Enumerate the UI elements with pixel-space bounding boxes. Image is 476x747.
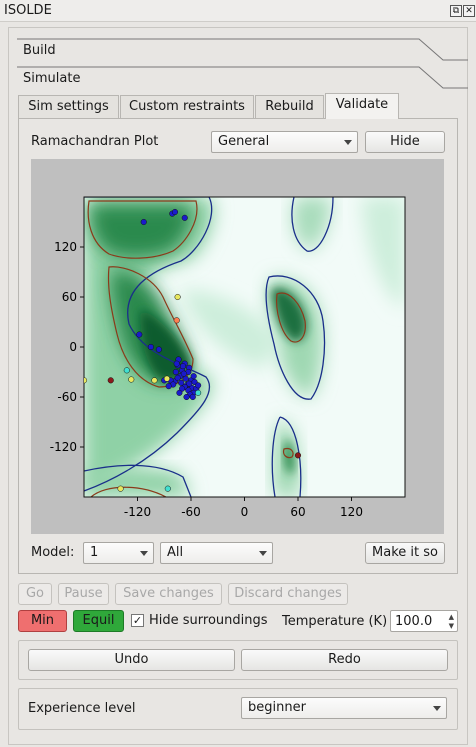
allowed-residue-point[interactable] [117, 485, 124, 492]
y-tick-label: -60 [57, 390, 77, 404]
hide-surroundings-label: Hide surroundings [149, 613, 268, 628]
favored-residue-point[interactable] [178, 379, 185, 386]
spin-down-icon[interactable]: ▼ [448, 622, 454, 630]
favored-residue-point[interactable] [176, 389, 183, 396]
ramachandran-svg[interactable]: -120 -60 0 60 120 120 60 0 -60 -120 [31, 159, 444, 534]
favored-residue-point[interactable] [147, 343, 154, 351]
experience-select[interactable]: beginner [241, 697, 447, 719]
favored-residue-point[interactable] [172, 368, 179, 376]
model-select-value: 1 [90, 545, 99, 560]
tab-rebuild[interactable]: Rebuild [255, 95, 324, 119]
allowed-residue-point[interactable] [173, 317, 180, 324]
favored-residue-point[interactable] [155, 346, 162, 353]
go-button[interactable]: Go [18, 583, 52, 605]
density-layer [84, 197, 405, 497]
build-header-line [17, 38, 468, 61]
chevron-down-icon [433, 706, 441, 711]
y-tick-label: -120 [50, 440, 77, 454]
pause-button[interactable]: Pause [58, 583, 109, 605]
allowed-residue-point[interactable] [174, 293, 181, 301]
allowed-residue-point[interactable] [163, 375, 170, 382]
make-it-so-button[interactable]: Make it so [365, 542, 445, 564]
x-tick-label: -120 [124, 505, 151, 519]
favored-residue-point[interactable] [183, 393, 190, 401]
title-bar: ISOLDE ⧉ ✕ [0, 0, 476, 22]
favored-residue-point[interactable] [190, 373, 197, 380]
hide-plot-button[interactable]: Hide [365, 131, 445, 153]
axis-ticks: -120 -60 0 60 120 120 60 0 -60 -120 [50, 240, 363, 519]
experience-group [18, 688, 458, 730]
simulate-section-header[interactable]: Simulate [17, 66, 468, 92]
experience-label: Experience level [28, 701, 136, 716]
build-label: Build [23, 43, 56, 58]
build-section-header[interactable]: Build [17, 38, 468, 64]
ramachandran-plot: -120 -60 0 60 120 120 60 0 -60 -120 [31, 159, 444, 534]
y-tick-label: 0 [69, 340, 77, 354]
discard-changes-button[interactable]: Discard changes [228, 583, 348, 605]
favored-residue-point[interactable] [195, 382, 202, 389]
tab-sim-settings[interactable]: Sim settings [18, 95, 119, 119]
favored-residue-point[interactable] [165, 383, 172, 390]
favored-residue-point[interactable] [189, 393, 196, 401]
favored-residue-point[interactable] [180, 370, 187, 377]
chain-select[interactable]: All [160, 542, 273, 564]
favored-residue-point[interactable] [140, 218, 147, 226]
favored-residue-point[interactable] [181, 214, 188, 221]
y-tick-label: 60 [62, 290, 77, 304]
ramachandran-label: Ramachandran Plot [31, 134, 159, 149]
window-title: ISOLDE [4, 3, 52, 18]
residue-points [81, 208, 302, 492]
x-tick-label: 60 [290, 505, 305, 519]
favored-residue-point[interactable] [179, 363, 187, 370]
tab-validate[interactable]: Validate [325, 93, 399, 119]
temperature-label: Temperature (K) [282, 614, 388, 629]
equil-button[interactable]: Equil [73, 610, 124, 632]
favored-residue-point[interactable] [136, 331, 143, 338]
allowed-residue-point[interactable] [151, 377, 158, 384]
favored-residue-point[interactable] [173, 360, 180, 367]
model-label: Model: [31, 545, 75, 560]
allowed-residue-point[interactable] [164, 485, 171, 492]
y-tick-label: 120 [54, 240, 77, 254]
allowed-residue-point[interactable] [128, 376, 135, 383]
x-tick-label: 120 [340, 505, 363, 519]
chain-select-value: All [167, 545, 184, 560]
tab-custom-restraints[interactable]: Custom restraints [120, 95, 254, 119]
favored-residue-point[interactable] [186, 380, 193, 387]
min-button[interactable]: Min [18, 610, 67, 632]
save-changes-button[interactable]: Save changes [115, 583, 222, 605]
outlier-residue-point[interactable] [294, 452, 302, 459]
rama-mode-select[interactable]: General [211, 131, 358, 153]
chevron-down-icon [259, 551, 267, 556]
simulate-label: Simulate [23, 71, 81, 86]
undo-redo-group [18, 640, 458, 680]
chevron-down-icon [344, 140, 352, 145]
experience-value: beginner [248, 700, 306, 715]
redo-button[interactable]: Redo [241, 649, 448, 671]
hide-surroundings-checkbox[interactable]: ✓ [131, 614, 144, 627]
panel-frame [8, 27, 468, 745]
x-tick-label: 0 [241, 505, 249, 519]
temperature-spinbox[interactable]: 100.0 ▲ ▼ [390, 610, 458, 632]
undo-button[interactable]: Undo [28, 649, 235, 671]
float-icon[interactable]: ⧉ [450, 5, 462, 17]
x-tick-label: -60 [181, 505, 201, 519]
allowed-residue-point[interactable] [123, 367, 130, 374]
simulate-header-line [17, 66, 468, 89]
model-select[interactable]: 1 [83, 542, 154, 564]
rama-mode-value: General [218, 134, 270, 149]
chevron-down-icon [140, 551, 148, 556]
close-icon[interactable]: ✕ [463, 5, 475, 17]
favored-residue-point[interactable] [171, 208, 178, 216]
outlier-residue-point[interactable] [107, 377, 114, 384]
allowed-residue-point[interactable] [81, 377, 88, 384]
favored-residue-point[interactable] [174, 374, 181, 381]
spin-up-icon[interactable]: ▲ [448, 613, 454, 621]
temperature-value: 100.0 [395, 614, 433, 629]
allowed-residue-point[interactable] [195, 389, 202, 396]
